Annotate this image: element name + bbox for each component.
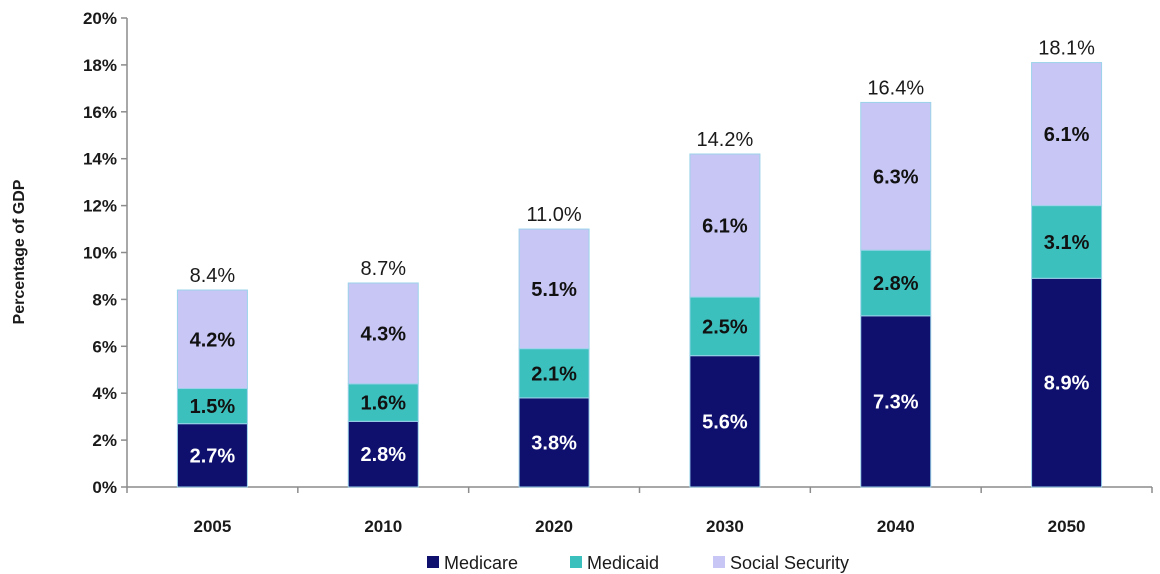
total-value-label: 8.7% bbox=[360, 258, 406, 280]
y-tick-label: 14% bbox=[83, 150, 117, 169]
x-tick-label: 2010 bbox=[364, 517, 402, 536]
total-value-label: 16.4% bbox=[867, 77, 924, 99]
x-tick-label: 2005 bbox=[194, 517, 232, 536]
x-tick-label: 2030 bbox=[706, 517, 744, 536]
x-tick-label: 2050 bbox=[1048, 517, 1086, 536]
y-tick-label: 4% bbox=[92, 384, 117, 403]
y-tick-label: 20% bbox=[83, 9, 117, 28]
bar-segment bbox=[176, 423, 248, 488]
bar-segment bbox=[689, 153, 761, 298]
legend-label: Medicaid bbox=[587, 553, 659, 573]
bar-segment bbox=[518, 397, 590, 488]
segment-value-label: 5.6% bbox=[702, 411, 748, 433]
legend-label: Medicare bbox=[444, 553, 518, 573]
segment-value-label: 3.1% bbox=[1044, 232, 1090, 254]
legend: Medicare Medicaid Social Security bbox=[427, 553, 849, 573]
bar-segment bbox=[1031, 205, 1103, 279]
y-tick-label: 10% bbox=[83, 244, 117, 263]
x-tick-label: 2040 bbox=[877, 517, 915, 536]
segment-value-label: 2.1% bbox=[531, 363, 577, 385]
data-labels: 2.7% 1.5% 4.2% 8.4% 2.8% 1.6% 4.3% 8.7% 3.8% 2.1%… bbox=[190, 38, 1096, 468]
legend-swatch bbox=[713, 556, 725, 568]
segment-value-label: 1.6% bbox=[360, 393, 406, 415]
segment-value-label: 6.3% bbox=[873, 166, 919, 188]
y-tick-label: 12% bbox=[83, 197, 117, 216]
segment-value-label: 3.8% bbox=[531, 432, 577, 454]
legend-label: Social Security bbox=[730, 553, 849, 573]
segment-value-label: 2.8% bbox=[873, 273, 919, 295]
segment-value-label: 1.5% bbox=[190, 396, 236, 418]
bar-segment bbox=[689, 296, 761, 357]
y-tick-label: 18% bbox=[83, 56, 117, 75]
segment-value-label: 7.3% bbox=[873, 391, 919, 413]
bar-segment bbox=[347, 420, 419, 488]
segment-value-label: 6.1% bbox=[1044, 124, 1090, 146]
segment-value-label: 4.3% bbox=[360, 323, 406, 345]
bar-segment bbox=[860, 315, 932, 488]
bar-segment bbox=[176, 289, 248, 390]
total-value-label: 18.1% bbox=[1038, 38, 1095, 60]
bar-segment bbox=[1031, 277, 1103, 488]
axes: 0% 2% 4% 6% 8% 10% 12% 14% 16% 18% 20% 2005 2010 2020… bbox=[83, 9, 1153, 536]
bar-segment bbox=[860, 101, 932, 251]
segment-value-label: 5.1% bbox=[531, 279, 577, 301]
x-tick-label: 2020 bbox=[535, 517, 573, 536]
legend-swatch bbox=[570, 556, 582, 568]
legend-swatch bbox=[427, 556, 439, 568]
total-value-label: 14.2% bbox=[697, 129, 754, 151]
bar-segment bbox=[860, 249, 932, 317]
y-tick-label: 2% bbox=[92, 431, 117, 450]
y-tick-label: 16% bbox=[83, 103, 117, 122]
segment-value-label: 2.5% bbox=[702, 316, 748, 338]
total-value-label: 8.4% bbox=[190, 265, 236, 287]
bar-segment bbox=[347, 282, 419, 385]
y-tick-label: 8% bbox=[92, 290, 117, 309]
bar-segment bbox=[176, 388, 248, 425]
y-tick-label: 6% bbox=[92, 337, 117, 356]
y-tick-label: 0% bbox=[92, 478, 117, 497]
segment-value-label: 8.9% bbox=[1044, 373, 1090, 395]
bar-segment bbox=[518, 228, 590, 350]
total-value-label: 11.0% bbox=[526, 204, 581, 226]
bar-segment bbox=[1031, 62, 1103, 207]
bar-segment bbox=[689, 355, 761, 488]
segment-value-label: 2.7% bbox=[190, 445, 236, 467]
bar-segment bbox=[347, 383, 419, 422]
bar-segment bbox=[518, 348, 590, 399]
segment-value-label: 6.1% bbox=[702, 216, 748, 238]
bars bbox=[176, 62, 1103, 488]
y-axis-label: Percentage of GDP bbox=[11, 179, 28, 324]
segment-value-label: 2.8% bbox=[360, 444, 406, 466]
segment-value-label: 4.2% bbox=[190, 329, 236, 351]
